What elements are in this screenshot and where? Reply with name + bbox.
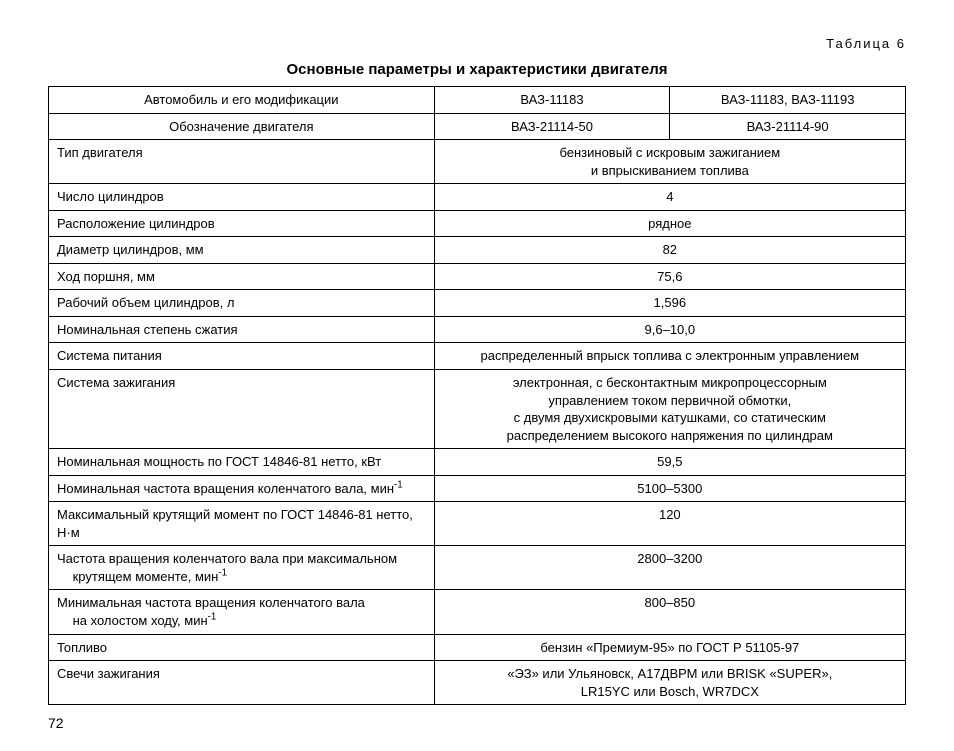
header-v1-2: ВАЗ-21114-50 bbox=[434, 113, 670, 140]
cell-value: рядное bbox=[434, 210, 905, 237]
cell-label: Расположение цилиндров bbox=[49, 210, 435, 237]
value-line1: бензиновый с искровым зажиганием bbox=[559, 145, 780, 160]
cell-value: 75,6 bbox=[434, 263, 905, 290]
cell-value: 82 bbox=[434, 237, 905, 264]
header-v1-1: ВАЗ-11183 bbox=[434, 87, 670, 114]
label-line2: крутящем моменте, мин-1 bbox=[57, 568, 227, 586]
cell-label: Номинальная степень сжатия bbox=[49, 316, 435, 343]
cell-value: 59,5 bbox=[434, 449, 905, 476]
row-rpm-nominal: Номинальная частота вращения коленчатого… bbox=[49, 475, 906, 502]
cell-label: Ход поршня, мм bbox=[49, 263, 435, 290]
label-line2-pre: крутящем моменте, мин bbox=[73, 569, 219, 584]
cell-value: 2800–3200 bbox=[434, 546, 905, 590]
value-line1: электронная, с бесконтактным микропроцес… bbox=[513, 375, 827, 390]
row-compression: Номинальная степень сжатия 9,6–10,0 bbox=[49, 316, 906, 343]
row-power: Номинальная мощность по ГОСТ 14846-81 не… bbox=[49, 449, 906, 476]
label-line2: на холостом ходу, мин-1 bbox=[57, 612, 216, 630]
cell-value: электронная, с бесконтактным микропроцес… bbox=[434, 370, 905, 449]
cell-label: Диаметр цилиндров, мм bbox=[49, 237, 435, 264]
value-line3: с двумя двухискровыми катушками, со стат… bbox=[514, 410, 826, 425]
label-sup: -1 bbox=[208, 612, 217, 623]
row-bore: Диаметр цилиндров, мм 82 bbox=[49, 237, 906, 264]
row-ignition: Система зажигания электронная, с бесконт… bbox=[49, 370, 906, 449]
label-line2-pre: на холостом ходу, мин bbox=[73, 613, 208, 628]
row-engine-type: Тип двигателя бензиновый с искровым зажи… bbox=[49, 140, 906, 184]
cell-value: распределенный впрыск топлива с электрон… bbox=[434, 343, 905, 370]
row-cylinders: Число цилиндров 4 bbox=[49, 184, 906, 211]
header-v2-2: ВАЗ-21114-90 bbox=[670, 113, 906, 140]
row-torque: Максимальный крутящий момент по ГОСТ 148… bbox=[49, 502, 906, 546]
row-fuel: Топливо бензин «Премиум-95» по ГОСТ Р 51… bbox=[49, 634, 906, 661]
row-displacement: Рабочий объем цилиндров, л 1,596 bbox=[49, 290, 906, 317]
header-param-1: Автомобиль и его модификации bbox=[49, 87, 435, 114]
row-rpm-idle: Минимальная частота вращения коленчатого… bbox=[49, 590, 906, 634]
cell-label: Номинальная мощность по ГОСТ 14846-81 не… bbox=[49, 449, 435, 476]
cell-label: Число цилиндров bbox=[49, 184, 435, 211]
cell-value: 1,596 bbox=[434, 290, 905, 317]
cell-label: Рабочий объем цилиндров, л bbox=[49, 290, 435, 317]
cell-value: 5100–5300 bbox=[434, 475, 905, 502]
value-line2: и впрыскиванием топлива bbox=[591, 163, 749, 178]
header-row-1: Автомобиль и его модификации ВАЗ-11183 В… bbox=[49, 87, 906, 114]
cell-value: 800–850 bbox=[434, 590, 905, 634]
row-stroke: Ход поршня, мм 75,6 bbox=[49, 263, 906, 290]
spec-table: Автомобиль и его модификации ВАЗ-11183 В… bbox=[48, 86, 906, 705]
row-fuel-system: Система питания распределенный впрыск то… bbox=[49, 343, 906, 370]
cell-label: Частота вращения коленчатого вала при ма… bbox=[49, 546, 435, 590]
row-rpm-maxtorque: Частота вращения коленчатого вала при ма… bbox=[49, 546, 906, 590]
value-line2: LR15YC или Bosch, WR7DCX bbox=[581, 684, 759, 699]
cell-label: Тип двигателя bbox=[49, 140, 435, 184]
cell-label: Система зажигания bbox=[49, 370, 435, 449]
label-sup: -1 bbox=[218, 568, 227, 579]
row-layout: Расположение цилиндров рядное bbox=[49, 210, 906, 237]
value-line1: «ЭЗ» или Ульяновск, А17ДВРМ или BRISK «S… bbox=[507, 666, 832, 681]
cell-value: бензин «Премиум-95» по ГОСТ Р 51105-97 bbox=[434, 634, 905, 661]
cell-value: 9,6–10,0 bbox=[434, 316, 905, 343]
page-number: 72 bbox=[48, 715, 906, 731]
cell-label: Минимальная частота вращения коленчатого… bbox=[49, 590, 435, 634]
label-pre: Номинальная частота вращения коленчатого… bbox=[57, 481, 394, 496]
header-param-2: Обозначение двигателя bbox=[49, 113, 435, 140]
cell-label: Максимальный крутящий момент по ГОСТ 148… bbox=[49, 502, 435, 546]
label-line1: Минимальная частота вращения коленчатого… bbox=[57, 595, 365, 610]
cell-value: бензиновый с искровым зажиганием и впрыс… bbox=[434, 140, 905, 184]
cell-label: Номинальная частота вращения коленчатого… bbox=[49, 475, 435, 502]
cell-label: Топливо bbox=[49, 634, 435, 661]
cell-label: Система питания bbox=[49, 343, 435, 370]
label-sup: -1 bbox=[394, 479, 403, 490]
value-line4: распределением высокого напряжения по ци… bbox=[507, 428, 833, 443]
header-v2-1: ВАЗ-11183, ВАЗ-11193 bbox=[670, 87, 906, 114]
table-title: Основные параметры и характеристики двиг… bbox=[48, 61, 906, 78]
table-number-label: Таблица 6 bbox=[48, 36, 906, 51]
header-row-2: Обозначение двигателя ВАЗ-21114-50 ВАЗ-2… bbox=[49, 113, 906, 140]
document-page: Таблица 6 Основные параметры и характери… bbox=[0, 0, 954, 751]
cell-value: 4 bbox=[434, 184, 905, 211]
cell-value: 120 bbox=[434, 502, 905, 546]
value-line2: управлением током первичной обмотки, bbox=[548, 393, 791, 408]
label-line1: Частота вращения коленчатого вала при ма… bbox=[57, 551, 397, 566]
